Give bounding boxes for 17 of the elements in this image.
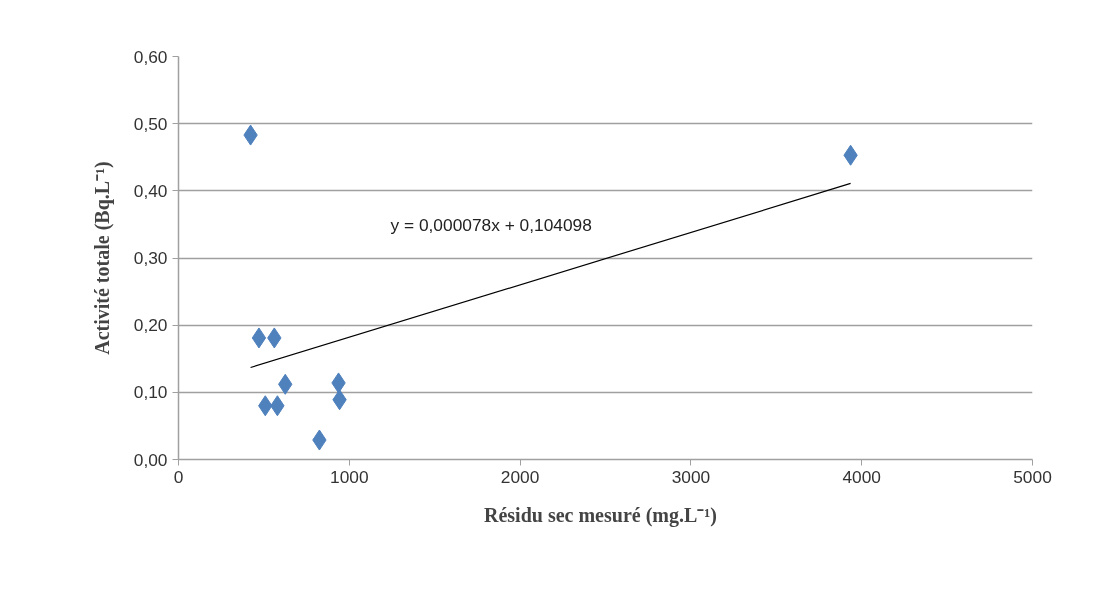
y-tick-label: 0,60 bbox=[133, 46, 168, 67]
y-tick-label: 0,00 bbox=[133, 449, 168, 470]
y-tick-label: 0,10 bbox=[133, 382, 168, 403]
y-tick-label: 0,30 bbox=[133, 248, 168, 268]
x-axis-title: Résidu sec mesuré (mg.L⁻¹) bbox=[484, 503, 717, 527]
point bbox=[251, 327, 267, 349]
y-tick-label: 0,20 bbox=[133, 315, 168, 336]
x-tick-label: 0 bbox=[173, 466, 184, 487]
annotation: y = 0,000078x + 0,104098 bbox=[390, 214, 592, 235]
x-tick-label: 5000 bbox=[1013, 466, 1052, 487]
y-tick-label: 0,40 bbox=[133, 180, 168, 201]
y-axis-title: Activité totale (Bq.L⁻¹) bbox=[90, 161, 114, 355]
x-tick-label: 2000 bbox=[500, 466, 540, 487]
y-tick-label: 0,50 bbox=[133, 113, 168, 134]
x-tick-label: 3000 bbox=[671, 466, 711, 487]
x-tick-label: 1000 bbox=[330, 466, 369, 487]
x-tick-label: 4000 bbox=[842, 466, 881, 487]
